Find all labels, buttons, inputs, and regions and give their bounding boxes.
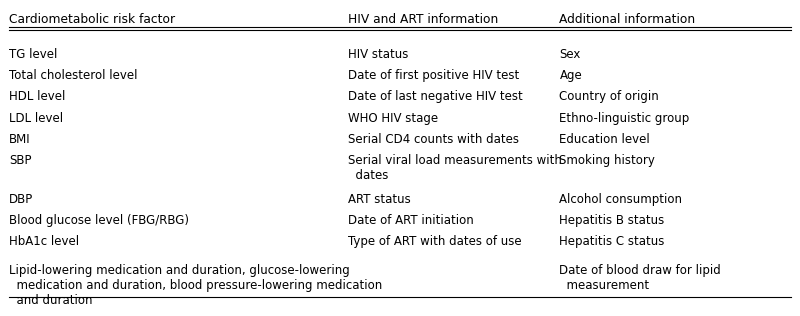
Text: Serial viral load measurements with
  dates: Serial viral load measurements with date… [348, 154, 562, 182]
Text: Hepatitis B status: Hepatitis B status [559, 214, 665, 227]
Text: HIV status: HIV status [348, 48, 409, 61]
Text: HDL level: HDL level [10, 90, 66, 103]
Text: Age: Age [559, 69, 582, 82]
Text: Blood glucose level (FBG/RBG): Blood glucose level (FBG/RBG) [10, 214, 190, 227]
Text: HbA1c level: HbA1c level [10, 235, 79, 248]
Text: Smoking history: Smoking history [559, 154, 655, 167]
Text: Hepatitis C status: Hepatitis C status [559, 235, 665, 248]
Text: Sex: Sex [559, 48, 581, 61]
Text: Additional information: Additional information [559, 14, 695, 27]
Text: Country of origin: Country of origin [559, 90, 659, 103]
Text: SBP: SBP [10, 154, 32, 167]
Text: Type of ART with dates of use: Type of ART with dates of use [348, 235, 522, 248]
Text: WHO HIV stage: WHO HIV stage [348, 112, 438, 125]
Text: TG level: TG level [10, 48, 58, 61]
Text: ART status: ART status [348, 193, 411, 206]
Text: HIV and ART information: HIV and ART information [348, 14, 498, 27]
Text: Cardiometabolic risk factor: Cardiometabolic risk factor [10, 14, 175, 27]
Text: Education level: Education level [559, 133, 650, 146]
Text: Ethno-linguistic group: Ethno-linguistic group [559, 112, 690, 125]
Text: Date of ART initiation: Date of ART initiation [348, 214, 474, 227]
Text: Total cholesterol level: Total cholesterol level [10, 69, 138, 82]
Text: Serial CD4 counts with dates: Serial CD4 counts with dates [348, 133, 519, 146]
Text: Date of last negative HIV test: Date of last negative HIV test [348, 90, 523, 103]
Text: Date of blood draw for lipid
  measurement: Date of blood draw for lipid measurement [559, 264, 721, 292]
Text: LDL level: LDL level [10, 112, 63, 125]
Text: Lipid-lowering medication and duration, glucose-lowering
  medication and durati: Lipid-lowering medication and duration, … [10, 264, 382, 307]
Text: Date of first positive HIV test: Date of first positive HIV test [348, 69, 519, 82]
Text: BMI: BMI [10, 133, 31, 146]
Text: Alcohol consumption: Alcohol consumption [559, 193, 682, 206]
Text: DBP: DBP [10, 193, 34, 206]
